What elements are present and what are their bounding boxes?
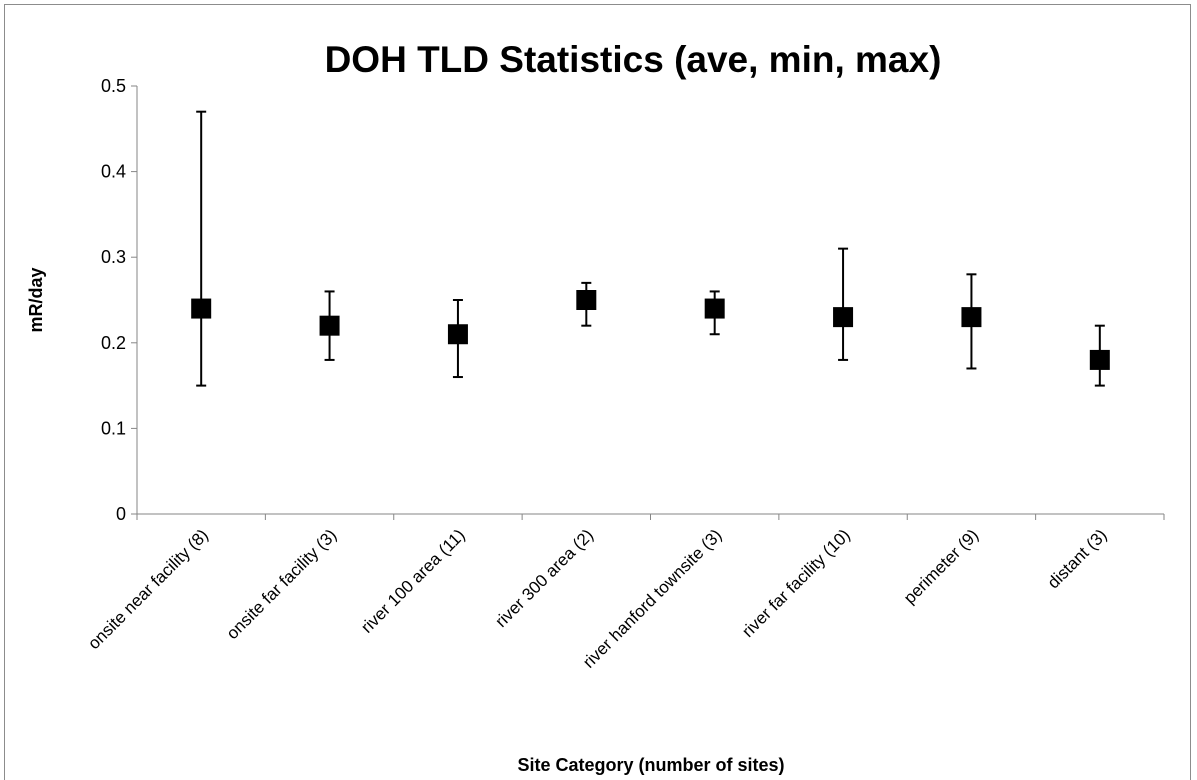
data-point — [447, 324, 468, 345]
y-tick-label: 0.4 — [101, 162, 126, 182]
y-tick-label: 0.3 — [101, 247, 126, 267]
x-tick-label: river 100 area (11) — [357, 525, 468, 636]
x-tick-label: perimeter (9) — [900, 525, 982, 607]
data-marks — [191, 110, 1110, 387]
chart-title: DOH TLD Statistics (ave, min, max) — [325, 39, 942, 80]
data-point — [319, 315, 340, 336]
data-point — [704, 298, 725, 319]
data-point — [191, 298, 212, 319]
y-tick-label: 0.2 — [101, 333, 126, 353]
y-tick-label: 0.1 — [101, 418, 126, 438]
x-tick-label: distant (3) — [1044, 525, 1111, 592]
data-point — [1089, 349, 1110, 370]
y-tick-label: 0 — [116, 504, 126, 524]
data-point — [576, 290, 597, 310]
data-point — [833, 307, 854, 328]
x-tick-label: onsite far facility (3) — [223, 525, 341, 643]
x-tick-label: river hanford townsite (3) — [579, 525, 725, 671]
x-tick-label: onsite near facility (8) — [84, 525, 212, 653]
axes: 0 0.1 0.2 0.3 0.4 0.5 onsite near facility (8)… — [84, 76, 1165, 672]
y-tick-label: 0.5 — [101, 76, 126, 96]
x-tick-label: river 300 area (2) — [492, 525, 598, 631]
y-axis-label: mR/day — [26, 267, 46, 332]
data-point — [961, 307, 982, 328]
x-axis-label: Site Category (number of sites) — [517, 755, 784, 775]
x-tick-label: river far facility (10) — [738, 525, 854, 641]
